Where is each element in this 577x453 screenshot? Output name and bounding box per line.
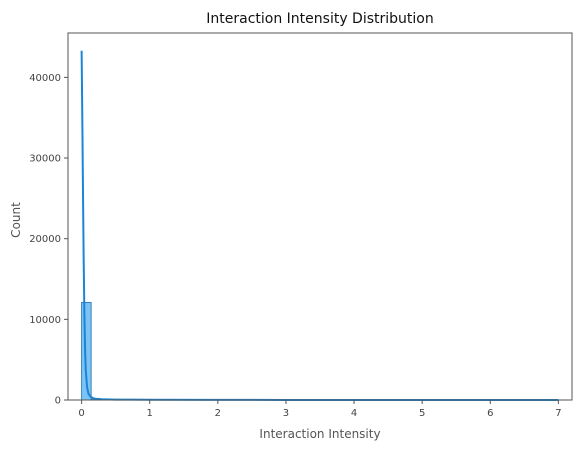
chart-title: Interaction Intensity Distribution bbox=[206, 11, 433, 27]
x-tick-label: 7 bbox=[555, 408, 561, 419]
plot-area: 0 1 2 3 4 5 6 7 0 10000 20000 30000 40000 bbox=[29, 33, 572, 419]
x-tick-label: 3 bbox=[283, 408, 289, 419]
y-axis-label: Count bbox=[9, 202, 23, 238]
x-tick-label: 5 bbox=[419, 408, 425, 419]
y-tick-label: 30000 bbox=[29, 154, 61, 165]
x-tick-label: 2 bbox=[215, 408, 221, 419]
x-tick-label: 4 bbox=[351, 408, 357, 419]
y-tick-label: 10000 bbox=[29, 315, 61, 326]
y-tick-label: 40000 bbox=[29, 73, 61, 84]
kde-line bbox=[82, 51, 559, 400]
x-tick-label: 6 bbox=[487, 408, 493, 419]
y-tick-label: 20000 bbox=[29, 234, 61, 245]
x-axis-label: Interaction Intensity bbox=[259, 427, 380, 441]
y-tick-label: 0 bbox=[55, 396, 61, 407]
plot-frame bbox=[68, 33, 572, 400]
x-tick-label: 1 bbox=[147, 408, 153, 419]
x-tick-label: 0 bbox=[78, 408, 84, 419]
